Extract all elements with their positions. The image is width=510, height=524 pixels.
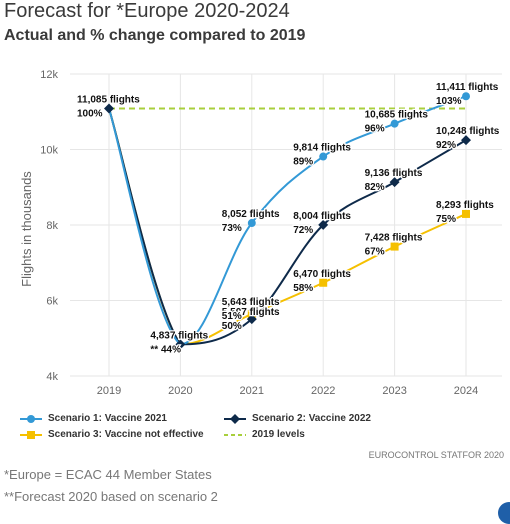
data-label-pct-s1: 103% <box>436 96 462 107</box>
legend-label: 2019 levels <box>252 429 305 440</box>
data-label-s2: 8,004 flights <box>293 211 351 222</box>
legend-item-scenario-1[interactable]: Scenario 1: Vaccine 2021 <box>20 413 167 424</box>
corner-badge-icon <box>498 502 510 524</box>
data-label-s1: 9,814 flights <box>293 143 351 154</box>
data-label-s3: 6,470 flights <box>293 269 351 280</box>
data-label-pct-s1: 96% <box>365 124 385 135</box>
x-tick-label: 2022 <box>311 385 335 397</box>
footnote-forecast: **Forecast 2020 based on scenario 2 <box>4 489 218 504</box>
legend-item-scenario-2[interactable]: Scenario 2: Vaccine 2022 <box>224 413 371 424</box>
line-layer <box>108 95 467 346</box>
data-label-s1: 10,685 flights <box>365 110 429 121</box>
y-axis-title: Flights in thousands <box>19 171 34 287</box>
data-label-pct-s3: 67% <box>365 247 385 258</box>
y-tick-label: 12k <box>40 69 58 81</box>
data-label-pct-s1: 89% <box>293 157 313 168</box>
data-label-pct-s2: 72% <box>293 225 313 236</box>
x-tick-label: 2023 <box>382 385 406 397</box>
data-point-s2 <box>246 314 257 325</box>
data-label-s3: 5,643 flights <box>222 297 280 308</box>
data-point-s2 <box>461 135 471 146</box>
data-point-s2 <box>104 103 114 114</box>
data-label-s2: 11,085 flights <box>77 95 140 106</box>
y-tick-label: 8k <box>46 220 58 232</box>
footnote-europe: *Europe = ECAC 44 Member States <box>4 467 212 482</box>
data-label-pct-s3: 58% <box>293 283 313 294</box>
data-point-s1 <box>247 219 256 228</box>
x-tick-label: 2021 <box>240 385 264 397</box>
data-label-pct-s2: 50% <box>222 321 242 332</box>
legend-item-scenario-3[interactable]: Scenario 3: Vaccine not effective <box>20 429 204 440</box>
data-label-s1: 8,052 flights <box>222 209 280 220</box>
data-point-s3 <box>319 278 328 287</box>
data-point-s2 <box>318 219 329 230</box>
chart-subtitle: Actual and % change compared to 2019 <box>4 27 306 44</box>
line-chart: 4k 6k 8k 10k 12k 2019 2020 2021 2022 2023 2024 Flig… <box>19 69 502 397</box>
data-point-s1 <box>319 152 328 161</box>
legend-swatch-diamond-icon <box>224 413 246 424</box>
chart-title: Forecast for *Europe 2020-2024 <box>4 0 290 22</box>
x-tick-label: 2024 <box>454 385 478 397</box>
data-label-s3: 8,293 flights <box>436 200 494 211</box>
source-credit: EUROCONTROL STATFOR 2020 <box>368 450 504 460</box>
data-label-s1: 11,411 flights <box>436 82 499 93</box>
data-label-s2: 9,136 flights <box>365 168 423 179</box>
marker-layer <box>104 92 471 350</box>
data-point-s2 <box>389 177 400 188</box>
data-label-s3: 7,428 flights <box>365 233 423 244</box>
y-tick-label: 10k <box>40 145 58 157</box>
data-point-s3 <box>247 309 256 318</box>
legend-swatch-dashed-line-icon <box>224 430 246 440</box>
x-tick-label: 2020 <box>168 385 192 397</box>
data-label-pct-s2: 92% <box>436 140 456 151</box>
data-label-s2: 10,248 flights <box>436 126 500 137</box>
legend-item-2019-levels[interactable]: 2019 levels <box>224 429 305 440</box>
legend-swatch-square-icon <box>20 430 42 440</box>
data-label-pct-s2: 82% <box>365 182 385 193</box>
grid-layer <box>70 73 502 377</box>
axis-layer: 4k 6k 8k 10k 12k 2019 2020 2021 2022 2023 2024 Flig… <box>19 69 478 397</box>
legend-label: Scenario 3: Vaccine not effective <box>48 429 204 440</box>
data-label-pct-s2: 100% <box>77 109 103 120</box>
data-point-s1 <box>390 119 399 128</box>
data-point-s1 <box>462 92 470 101</box>
x-tick-label: 2019 <box>97 385 121 397</box>
data-point-s3 <box>462 209 470 218</box>
data-label-pct-s3: 51% <box>222 311 242 322</box>
data-label-pct-s1: 73% <box>222 223 242 234</box>
data-label-s2: 5,507 flights <box>222 307 280 318</box>
label-layer: 8,052 flights 73% 9,814 flights 89% 10,685 f… <box>76 81 501 357</box>
data-label-s2: 4,837 flights <box>150 330 208 341</box>
legend-swatch-circle-icon <box>20 414 42 424</box>
data-point-s3 <box>390 242 399 251</box>
y-tick-label: 6k <box>46 296 58 308</box>
legend-label: Scenario 1: Vaccine 2021 <box>48 413 167 424</box>
data-point-s2 <box>175 339 186 350</box>
data-label-pct-s2: ** 44% <box>150 344 181 355</box>
legend-label: Scenario 2: Vaccine 2022 <box>252 413 371 424</box>
y-tick-label: 4k <box>46 371 58 383</box>
data-label-pct-s3: 75% <box>436 214 456 225</box>
